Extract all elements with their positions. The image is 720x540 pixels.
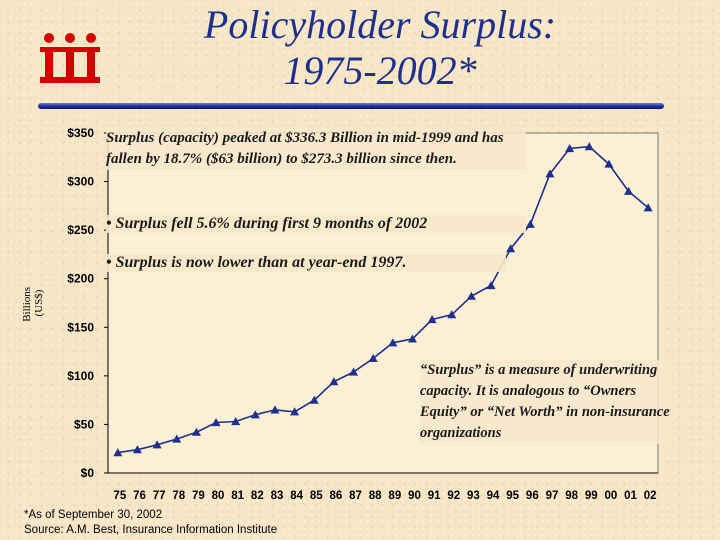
- page-title: Policyholder Surplus: 1975-2002*: [110, 2, 650, 94]
- x-tick-label: 97: [546, 490, 559, 502]
- x-tick-label: 78: [172, 490, 185, 502]
- x-tick-label: 96: [526, 490, 539, 502]
- x-tick-label: 98: [565, 490, 578, 502]
- x-tick-label: 90: [408, 490, 421, 502]
- data-point-77: [152, 440, 162, 449]
- data-point-89: [388, 338, 398, 347]
- x-tick-label: 02: [644, 490, 657, 502]
- data-point-83: [270, 405, 280, 414]
- data-point-92: [447, 310, 457, 319]
- iii-logo: [40, 33, 100, 83]
- y-tick-label: $150: [67, 320, 94, 334]
- data-point-80: [211, 417, 221, 427]
- y-tick-label: $100: [67, 369, 94, 383]
- footnote-date: *As of September 30, 2002: [24, 509, 163, 521]
- x-tick-label: 01: [624, 490, 637, 502]
- data-point-97: [545, 169, 555, 178]
- x-tick-label: 80: [212, 490, 225, 502]
- data-point-79: [191, 427, 201, 436]
- x-tick-label: 91: [428, 490, 441, 502]
- x-tick-label: 88: [369, 490, 382, 502]
- data-point-81: [231, 417, 241, 426]
- data-point-02: [643, 203, 653, 212]
- x-tick-label: 89: [388, 490, 401, 502]
- data-point-75: [113, 448, 123, 457]
- x-tick-label: 99: [585, 490, 598, 502]
- x-tick-label: 86: [329, 490, 342, 502]
- x-tick-label: 87: [349, 490, 362, 502]
- x-tick-label: 00: [604, 490, 617, 502]
- data-point-94: [486, 281, 496, 290]
- y-tick-label: $300: [67, 175, 94, 189]
- bullet-surplus-lower: • Surplus is now lower than at year-end …: [106, 254, 506, 272]
- y-tick-label: $200: [67, 272, 94, 286]
- x-tick-label: 75: [113, 490, 126, 502]
- y-tick-label: $50: [74, 417, 94, 431]
- data-point-98: [565, 144, 575, 153]
- data-point-90: [407, 334, 417, 343]
- x-tick-label: 82: [251, 490, 264, 502]
- data-point-87: [349, 367, 359, 376]
- x-tick-label: 83: [271, 490, 284, 502]
- bullet-surplus-fell: • Surplus fell 5.6% during first 9 month…: [106, 215, 526, 233]
- data-point-86: [329, 377, 339, 386]
- x-tick-label: 94: [487, 490, 500, 502]
- x-tick-label: 84: [290, 490, 303, 502]
- data-point-96: [525, 219, 535, 228]
- data-point-78: [172, 434, 182, 443]
- surplus-series-line: [117, 145, 649, 454]
- data-point-91: [427, 315, 437, 324]
- x-tick-label: 95: [506, 490, 519, 502]
- y-tick-label: $250: [67, 223, 94, 237]
- footnote: *As of September 30, 2002 Source: A.M. B…: [24, 508, 277, 538]
- x-tick-label: 81: [231, 490, 244, 502]
- data-point-01: [624, 186, 634, 195]
- title-divider-bar: [38, 103, 664, 109]
- surplus-definition-note: “Surplus” is a measure of underwriting c…: [420, 360, 670, 444]
- peak-annotation: Surplus (capacity) peaked at $336.3 Bill…: [106, 128, 526, 170]
- data-point-00: [604, 159, 614, 168]
- iii-logo-glyph: [40, 33, 100, 83]
- data-point-82: [250, 410, 260, 419]
- x-tick-label: 92: [447, 490, 460, 502]
- y-tick-label: $350: [67, 126, 94, 140]
- data-point-85: [309, 395, 319, 404]
- y-axis-label: Billions (US$): [21, 284, 45, 322]
- title-line-1: Policyholder Surplus:: [203, 2, 557, 47]
- data-point-84: [290, 407, 300, 416]
- y-tick-label: $0: [81, 466, 95, 480]
- footnote-source: Source: A.M. Best, Insurance Information…: [24, 524, 278, 536]
- data-point-93: [466, 291, 476, 300]
- data-point-88: [368, 353, 378, 362]
- x-tick-label: 85: [310, 490, 323, 502]
- data-point-76: [132, 445, 142, 454]
- x-tick-label: 79: [192, 490, 205, 502]
- x-tick-label: 77: [153, 490, 166, 502]
- x-tick-label: 76: [133, 490, 146, 502]
- x-tick-label: 93: [467, 490, 480, 502]
- data-point-95: [506, 244, 516, 253]
- title-line-2: 1975-2002*: [283, 48, 477, 93]
- data-point-99: [584, 142, 594, 151]
